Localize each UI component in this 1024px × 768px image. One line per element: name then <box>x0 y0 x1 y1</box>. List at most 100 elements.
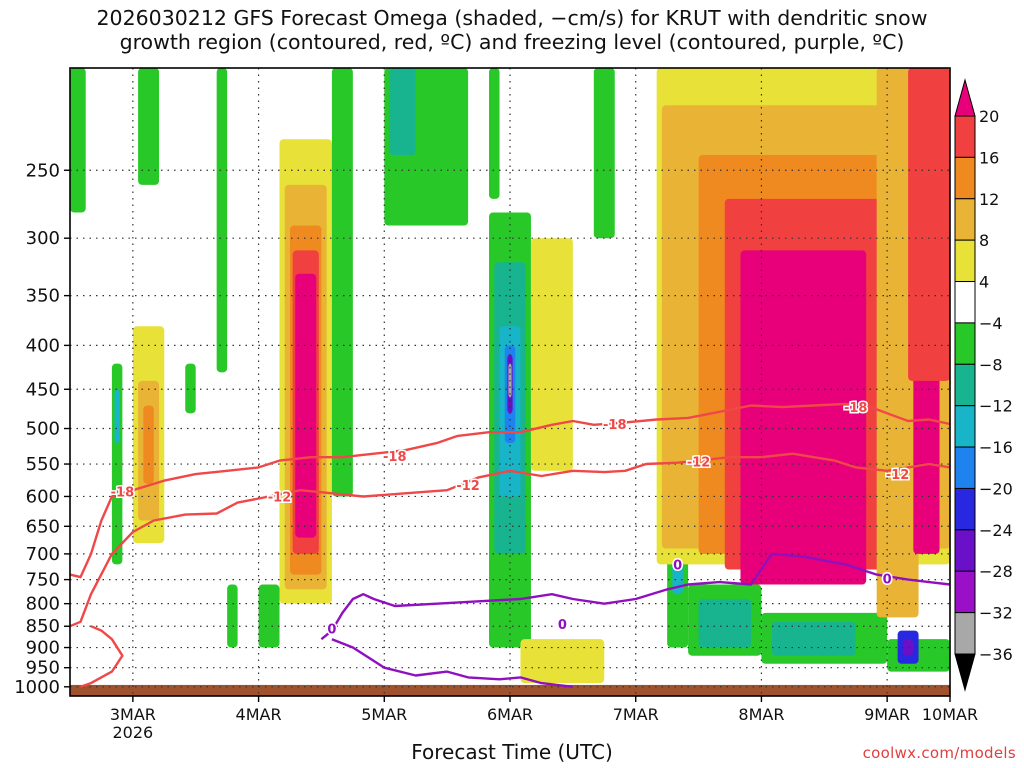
ground-layer <box>70 684 950 696</box>
colorbar-segment <box>954 405 976 448</box>
y-tick-label: 1000 <box>14 677 60 698</box>
contour-label: -12 <box>886 468 910 483</box>
omega-cell <box>740 250 867 585</box>
y-tick-label: 250 <box>26 160 60 181</box>
contour-label: -18 <box>111 485 135 500</box>
omega-cell <box>138 68 160 185</box>
contour-label: 0 <box>327 622 336 637</box>
colorbar-label: −12 <box>979 397 1013 416</box>
omega-cell <box>593 68 615 239</box>
omega-cell <box>258 584 280 648</box>
colorbar-segment <box>954 239 976 283</box>
x-tick-label: 5MAR <box>361 705 407 724</box>
omega-cell <box>489 68 500 199</box>
colorbar-segment <box>954 156 976 200</box>
y-tick-label: 800 <box>26 594 60 615</box>
ground-surface <box>70 684 950 696</box>
contour-label: -18 <box>603 418 627 433</box>
contour-line <box>80 625 124 688</box>
y-tick-label: 500 <box>26 419 60 440</box>
y-tick-label: 550 <box>26 454 60 475</box>
colorbar-segment <box>954 487 976 531</box>
colorbar-segment <box>954 198 976 241</box>
y-axis: 2503003504004505005506006507007508008509… <box>14 160 70 698</box>
y-tick-label: 950 <box>26 658 60 679</box>
colorbar-segment <box>954 570 976 614</box>
contour-label: 0 <box>883 573 892 588</box>
contour-label: 0 <box>673 558 682 573</box>
contour-line <box>331 638 574 688</box>
x-tick-label: 8MAR <box>738 705 784 724</box>
colorbar-label: 20 <box>979 107 999 126</box>
chart-title-line-2: growth region (contoured, red, ºC) and f… <box>119 30 905 54</box>
colorbar-segment <box>954 612 976 655</box>
contour-label: -12 <box>456 479 480 494</box>
omega-cell <box>520 639 605 684</box>
contour-line <box>320 552 951 641</box>
colorbar-cap-top <box>954 78 976 117</box>
omega-cell <box>389 68 416 156</box>
colorbar-label: −28 <box>979 562 1013 581</box>
x-tick-label: 10MAR <box>922 705 978 724</box>
colorbar-label: −32 <box>979 604 1013 623</box>
y-tick-label: 450 <box>26 379 60 400</box>
y-tick-label: 650 <box>26 516 60 537</box>
contour-label: -18 <box>844 401 868 416</box>
omega-cell <box>908 68 950 381</box>
colorbar-segment <box>954 281 976 324</box>
x-tick-label: 7MAR <box>613 705 659 724</box>
contour-label: -18 <box>383 450 407 465</box>
colorbar: 20 16 12 8 4 −4 −8 −12 −16 −20 −24 −28 −32 −36 <box>954 78 1013 692</box>
y-tick-label: 350 <box>26 286 60 307</box>
colorbar-cap-bottom <box>954 653 976 692</box>
x-tick-sublabel: 2026 <box>112 723 153 742</box>
omega-shading <box>70 68 950 684</box>
omega-cell <box>114 389 120 444</box>
x-axis-label: Forecast Time (UTC) <box>411 740 613 764</box>
colorbar-segment <box>954 115 976 158</box>
colorbar-label: −24 <box>979 521 1013 540</box>
colorbar-label: −20 <box>979 479 1013 498</box>
omega-cell <box>70 68 86 213</box>
colorbar-label: 4 <box>979 273 989 292</box>
contours: -18 -18 -18 -18 -12 -12 -12 -12 0 0 0 0 <box>69 400 951 688</box>
x-tick-label: 6MAR <box>487 705 533 724</box>
y-tick-label: 850 <box>26 616 60 637</box>
colorbar-segment <box>954 446 976 489</box>
y-tick-label: 300 <box>26 228 60 249</box>
contour-line <box>69 402 951 579</box>
omega-cell <box>530 238 573 471</box>
omega-cell <box>227 584 238 648</box>
colorbar-label: 12 <box>979 190 999 209</box>
chart-title-line-1: 2026030212 GFS Forecast Omega (shaded, −… <box>96 6 928 30</box>
x-tick-label: 3MAR <box>110 705 156 724</box>
colorbar-segment <box>954 529 976 572</box>
omega-cell <box>771 621 856 656</box>
contour-label: -12 <box>687 455 711 470</box>
credit-link[interactable]: coolwx.com/models <box>862 744 1016 762</box>
y-tick-label: 750 <box>26 570 60 591</box>
colorbar-label: −8 <box>979 355 1003 374</box>
y-tick-label: 600 <box>26 486 60 507</box>
y-tick-label: 700 <box>26 544 60 565</box>
contour-line <box>69 452 951 628</box>
colorbar-label: −16 <box>979 438 1013 457</box>
omega-cell <box>295 273 317 538</box>
omega-cell <box>143 405 154 484</box>
y-tick-label: 900 <box>26 638 60 659</box>
colorbar-label: −4 <box>979 314 1003 333</box>
contour-label: -12 <box>268 490 292 505</box>
omega-cell <box>902 639 914 656</box>
colorbar-label: −36 <box>979 645 1013 664</box>
contour-label: 0 <box>558 618 567 633</box>
colorbar-segment <box>954 363 976 407</box>
colorbar-label: 16 <box>979 148 999 167</box>
omega-cell <box>216 68 228 373</box>
omega-cell <box>698 598 751 648</box>
y-tick-label: 400 <box>26 335 60 356</box>
x-tick-label: 9MAR <box>864 705 910 724</box>
omega-cell <box>331 68 353 497</box>
x-tick-label: 4MAR <box>236 705 282 724</box>
